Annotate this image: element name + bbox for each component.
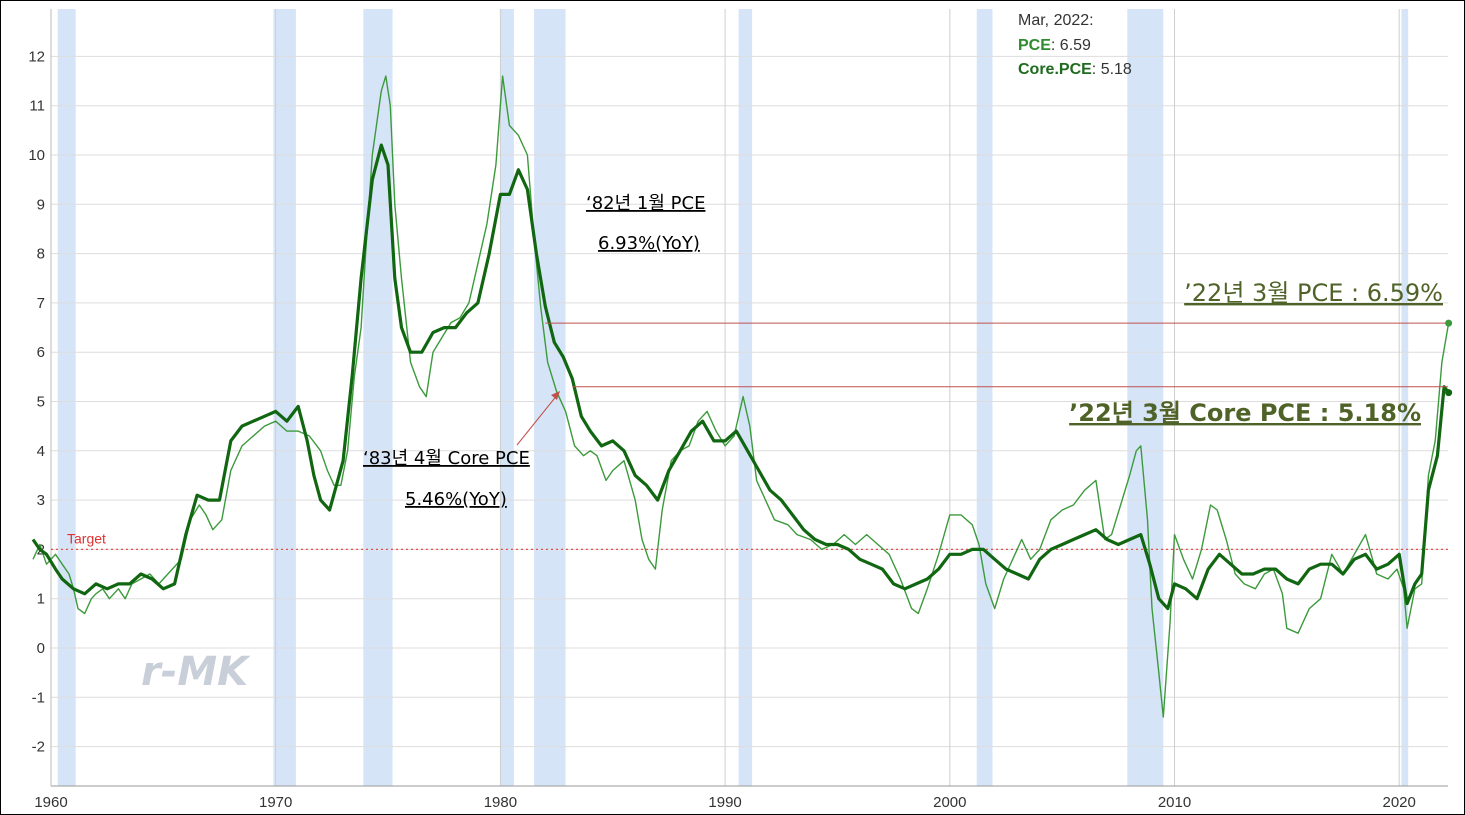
- x-tick-label: 1990: [708, 794, 741, 811]
- y-tick-label: 11: [29, 98, 45, 115]
- recession-band: [1401, 9, 1409, 786]
- x-tick-label: 2010: [1158, 794, 1191, 811]
- y-tick-label: 5: [37, 394, 45, 411]
- x-tick-label: 1970: [259, 794, 292, 811]
- reference-lines: [545, 319, 1453, 397]
- y-tick-label: 1: [37, 591, 45, 608]
- y-tick-label: 12: [28, 48, 45, 65]
- x-tick-label: 1980: [484, 794, 517, 811]
- annotation-83-title: ‘83년 4월 Core PCE: [363, 448, 530, 469]
- x-axis-ticks: 1960 1970 1980 1990 2000 2010 2020: [34, 794, 1416, 811]
- annotation-82-title: ‘82년 1월 PCE: [586, 193, 705, 214]
- target-label: Target: [67, 530, 106, 546]
- x-tick-label: 2000: [933, 794, 966, 811]
- recession-bands: [57, 9, 1409, 786]
- tooltip-pce-label: PCE: [1018, 37, 1051, 54]
- recession-band: [500, 9, 514, 786]
- target-line-group: Target: [51, 530, 1448, 551]
- recession-band: [273, 9, 296, 786]
- y-tick-label: 0: [37, 640, 45, 657]
- series-line-core-pce: [31, 143, 1450, 611]
- annotation-83-value: 5.46%(YoY): [405, 489, 507, 510]
- y-tick-label: 10: [28, 147, 45, 164]
- annotation-83-arrow: [516, 393, 559, 446]
- core-end-marker: [1445, 389, 1453, 397]
- y-tick-label: -2: [32, 739, 45, 756]
- tooltip-core-label: Core.PCE: [1018, 61, 1092, 78]
- series-line-pce: [32, 75, 1450, 718]
- tooltip-pce-value: : 6.59: [1051, 37, 1091, 54]
- series-lines: [31, 75, 1450, 718]
- recession-band: [363, 9, 393, 786]
- y-tick-label: -1: [32, 689, 45, 706]
- y-tick-label: 6: [37, 344, 45, 361]
- core-pce-2022-label: ’22년 3월 Core PCE : 5.18%: [1069, 399, 1421, 427]
- x-tick-label: 1960: [34, 794, 67, 811]
- pce-2022-label: ’22년 3월 PCE : 6.59%: [1184, 279, 1443, 307]
- x-tick-label: 2020: [1383, 794, 1416, 811]
- y-tick-label: 7: [37, 295, 45, 312]
- watermark: r-MK: [141, 649, 251, 695]
- tooltip-date: Mar, 2022:: [1018, 12, 1094, 29]
- grid-lines: [50, 9, 1448, 787]
- pce-end-marker: [1445, 319, 1453, 327]
- annotation-82-value: 6.93%(YoY): [598, 233, 700, 254]
- recession-band: [738, 9, 753, 786]
- annotation-83-arrowhead: [551, 391, 560, 400]
- recession-band: [57, 9, 76, 786]
- tooltip-pce-row: PCE: 6.59: [1018, 37, 1091, 54]
- tooltip-core-value: : 5.18: [1092, 61, 1132, 78]
- recession-band: [534, 9, 566, 786]
- y-tick-label: 9: [37, 196, 45, 213]
- y-tick-label: 4: [37, 443, 45, 460]
- recession-band: [976, 9, 993, 786]
- y-tick-label: 8: [37, 246, 45, 263]
- y-tick-label: 3: [37, 492, 45, 509]
- tooltip-core-row: Core.PCE: 5.18: [1018, 61, 1132, 78]
